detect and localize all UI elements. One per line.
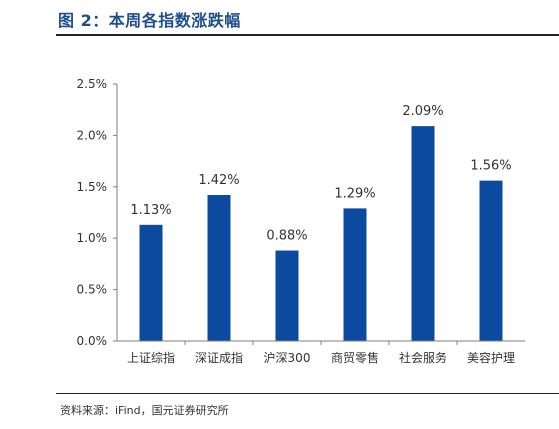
x-category-label: 社会服务 [399,350,447,365]
x-category-label: 上证综指 [127,350,175,365]
title-divider [56,34,559,36]
x-category-label: 商贸零售 [331,350,379,365]
x-axis: 上证综指 深证成指 沪深300 商贸零售 社会服务 美容护理 [117,340,525,365]
figure-title: 图 2：本周各指数涨跌幅 [58,11,241,30]
data-label: 1.56% [470,159,511,174]
data-label: 1.42% [198,173,239,188]
bars [139,126,503,341]
bar [479,180,503,341]
y-tick-label: 1.5% [77,180,108,194]
y-tick-label: 2.0% [77,128,108,142]
data-label: 1.13% [130,203,171,218]
data-labels: 1.13% 1.42% 0.88% 1.29% 2.09% 1.56% [130,104,511,243]
bar [139,224,163,341]
x-category-label: 沪深300 [264,351,311,365]
bar [207,195,231,341]
y-axis: 0.0% 0.5% 1.0% 1.5% 2.0% 2.5% [77,77,118,348]
data-label: 1.29% [334,186,375,201]
source-note: 资料来源：iFind，国元证券研究所 [60,404,229,417]
data-label: 2.09% [402,104,443,119]
y-tick-label: 2.5% [77,77,108,91]
x-category-label: 美容护理 [467,350,515,365]
data-label: 0.88% [266,229,307,244]
y-tick-label: 0.0% [77,334,108,348]
bar [343,208,367,341]
x-category-label: 深证成指 [195,350,243,365]
bar [411,126,435,341]
y-tick-label: 0.5% [77,283,108,297]
source-divider [56,393,559,394]
bar [275,250,299,341]
y-tick-label: 1.0% [77,231,108,245]
